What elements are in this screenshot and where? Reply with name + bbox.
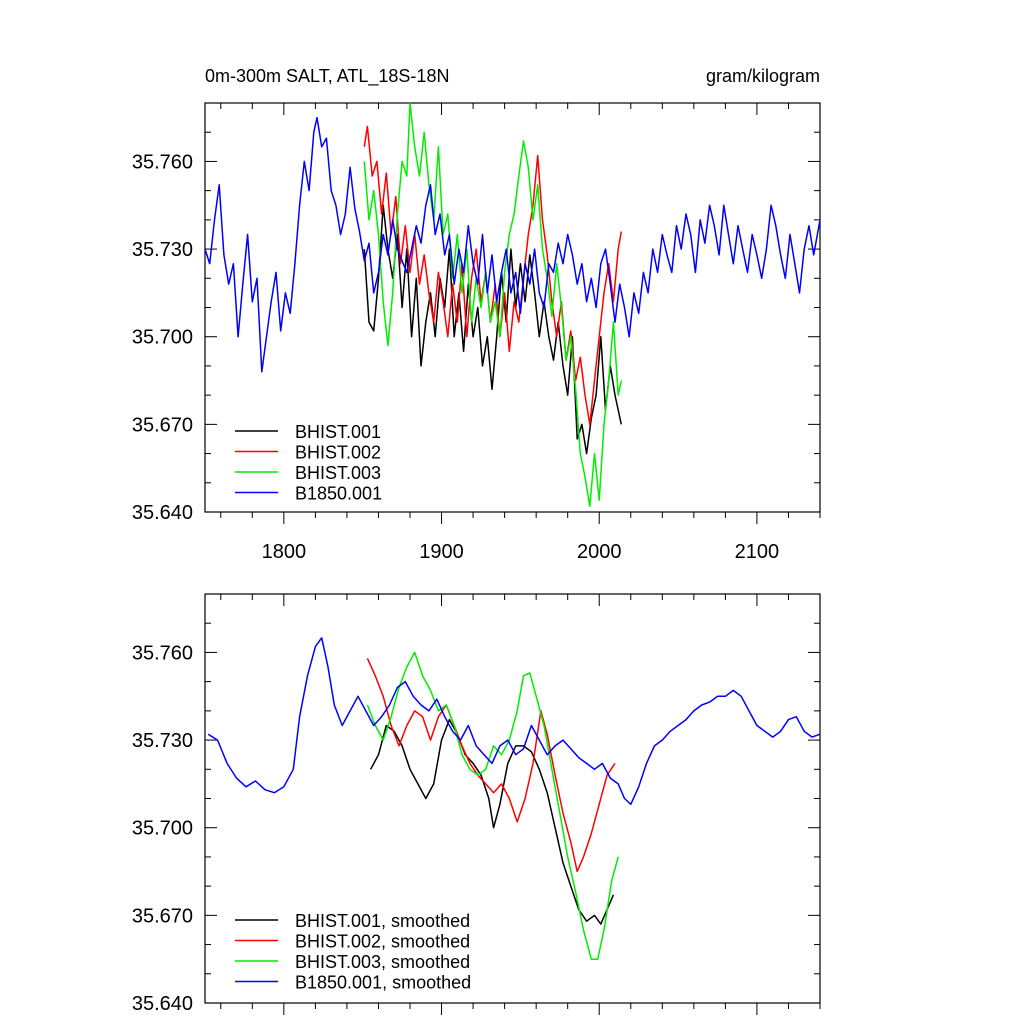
legend-label: BHIST.003, smoothed <box>295 952 470 972</box>
series-group <box>205 103 820 507</box>
legend-label: BHIST.001, smoothed <box>295 911 470 931</box>
legend-label: BHIST.001 <box>295 422 381 442</box>
legend-label: BHIST.003 <box>295 463 381 483</box>
legend-label: BHIST.002 <box>295 443 381 463</box>
y-tick-label: 35.700 <box>132 327 193 349</box>
series-line <box>363 103 623 507</box>
y-tick-label: 35.760 <box>132 151 193 173</box>
series-line <box>366 657 616 873</box>
y-tick-label: 35.730 <box>132 239 193 261</box>
y-tick-label: 35.670 <box>132 414 193 436</box>
panel-1-title-left: 0m-300m SALT, ATL_18S-18N <box>205 66 449 87</box>
y-tick-label: 35.640 <box>132 502 193 524</box>
series-group <box>207 637 820 960</box>
panel-1-title-right: gram/kilogram <box>706 66 820 86</box>
y-tick-label: 35.760 <box>132 642 193 664</box>
legend-label: B1850.001 <box>295 484 382 504</box>
y-tick-label: 35.700 <box>132 818 193 840</box>
series-line <box>363 125 623 426</box>
legend-label: BHIST.002, smoothed <box>295 932 470 952</box>
series-line <box>363 204 623 455</box>
series-line <box>369 718 615 925</box>
x-tick-label: 1800 <box>262 541 307 563</box>
series-line <box>205 116 820 373</box>
y-tick-label: 35.640 <box>132 993 193 1015</box>
series-line <box>207 637 820 806</box>
legend-label: B1850.001, smoothed <box>295 973 471 993</box>
panel-1-plot: 35.640 35.670 35.700 35.730 35.760 1800 1900 20… <box>132 102 821 563</box>
x-tick-label: 2100 <box>735 541 780 563</box>
x-tick-label: 1900 <box>419 541 464 563</box>
y-tick-label: 35.670 <box>132 905 193 927</box>
x-tick-label: 2000 <box>577 541 622 563</box>
panel-2-plot: 35.640 35.670 35.700 35.730 35.760 BHIST.001,… <box>132 593 821 1015</box>
y-tick-label: 35.730 <box>132 730 193 752</box>
